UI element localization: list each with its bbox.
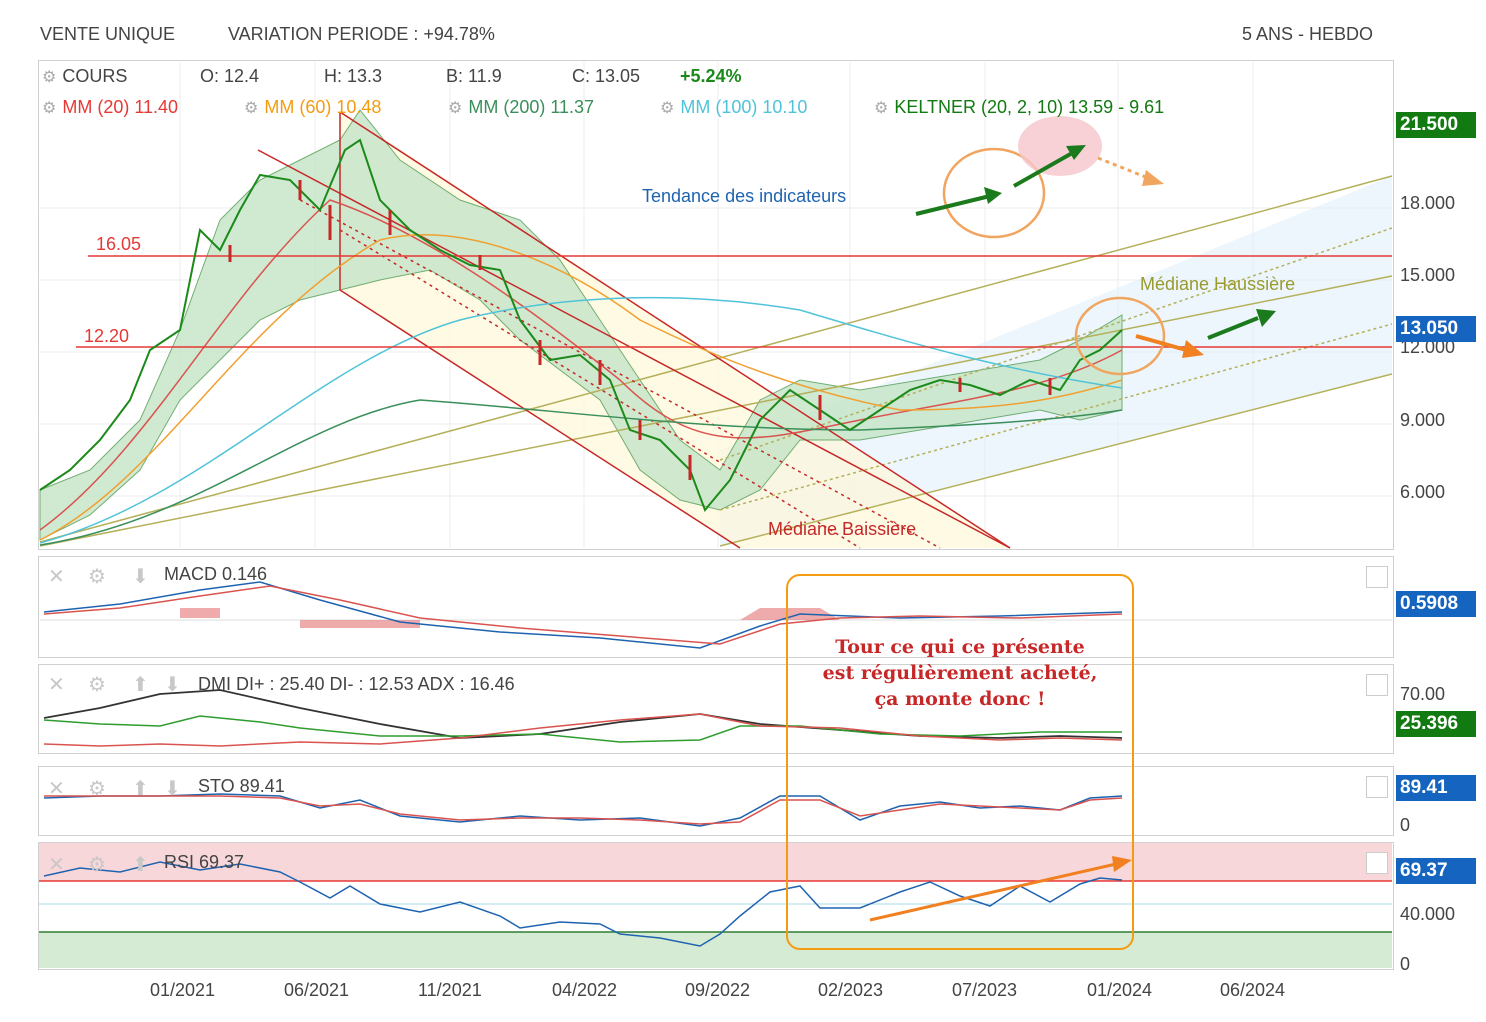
price-tick: 9.000 (1400, 410, 1446, 430)
annotation-mediane-baissiere: Médiane Baissière (768, 519, 916, 539)
x-tick: 01/2021 (150, 980, 216, 1000)
period-variation: VARIATION PERIODE : +94.78% (228, 24, 495, 44)
x-tick: 11/2021 (418, 980, 482, 1000)
sto-label: STO 89.41 (198, 776, 285, 796)
macd-label: MACD 0.146 (164, 564, 268, 584)
period-selector[interactable]: 5 ANS - HEBDO (1242, 24, 1374, 44)
mm60-legend: ⚙ MM (60) 10.48 (244, 97, 387, 118)
price-value-box: 13.050 (1396, 316, 1476, 342)
comment-box (786, 574, 1134, 950)
gear-icon[interactable]: ⚙ (42, 69, 57, 86)
comment-text: Tour ce qui ce présente est régulièremen… (786, 634, 1134, 712)
comment-line: est régulièrement acheté, (822, 662, 1098, 684)
sto-chart (43, 793, 1123, 827)
sto-panel (38, 766, 1394, 836)
macd-checkbox[interactable] (1366, 566, 1388, 588)
ohlc-change: +5.24% (680, 66, 742, 86)
x-tick: 02/2023 (818, 980, 884, 1000)
close-icon[interactable]: ✕ (48, 854, 65, 876)
gear-icon[interactable]: ⚙ (88, 674, 106, 696)
mm60-label: MM (60) 10.48 (264, 97, 382, 117)
close-icon[interactable]: ✕ (48, 566, 65, 588)
top-value-box: 21.500 (1396, 112, 1476, 138)
mm200-legend: ⚙ MM (200) 11.37 (448, 97, 600, 118)
x-tick: 06/2021 (284, 980, 350, 1000)
price-tick: 12.000 (1400, 337, 1456, 357)
sto-checkbox[interactable] (1366, 776, 1388, 798)
dmi-chart (43, 689, 1123, 747)
dmi-checkbox[interactable] (1366, 674, 1388, 696)
rsi-value-box: 69.37 (1396, 858, 1476, 884)
comment-line: Tour ce qui ce présente (835, 636, 1085, 658)
sto-tick: 0 (1400, 815, 1411, 835)
gear-icon[interactable]: ⚙ (244, 100, 259, 117)
gear-icon[interactable]: ⚙ (88, 854, 106, 876)
price-legend-row-1: ⚙ COURS (42, 66, 133, 87)
comment-line: ça monte donc ! (874, 688, 1046, 710)
dmi-panel (38, 664, 1394, 754)
ticker-name: VENTE UNIQUE (40, 24, 176, 44)
close-icon[interactable]: ✕ (48, 778, 65, 800)
rsi-tick: 0 (1400, 954, 1411, 974)
arrow-down-icon[interactable]: ⬇ (164, 778, 181, 800)
x-tick: 06/2024 (1220, 980, 1286, 1000)
macd-chart (40, 581, 1392, 649)
level-label-low: 12.20 (84, 326, 129, 346)
mm100-legend: ⚙ MM (100) 10.10 (660, 97, 813, 118)
ohlc-close: C: 13.05 (572, 66, 641, 86)
gear-icon[interactable]: ⚙ (88, 778, 106, 800)
macd-value-box: 0.5908 (1396, 591, 1476, 617)
price-tick: 15.000 (1400, 265, 1456, 285)
dmi-tick: 70.00 (1400, 684, 1446, 704)
x-tick: 01/2024 (1087, 980, 1153, 1000)
ohlc-open: O: 12.4 (200, 66, 260, 86)
sto-value-box: 89.41 (1396, 775, 1476, 801)
arrow-down-icon[interactable]: ⬇ (132, 566, 149, 588)
price-tick: 6.000 (1400, 482, 1446, 502)
gear-icon[interactable]: ⚙ (660, 100, 675, 117)
arrow-up-icon[interactable]: ⬆ (132, 674, 149, 696)
dmi-value-box: 25.396 (1396, 711, 1476, 737)
close-icon[interactable]: ✕ (48, 674, 65, 696)
mm20-label: MM (20) 11.40 (62, 97, 179, 117)
mm20-legend: ⚙ MM (20) 11.40 (42, 97, 184, 118)
price-tick: 18.000 (1400, 193, 1456, 213)
gear-icon[interactable]: ⚙ (448, 100, 463, 117)
keltner-legend: ⚙ KELTNER (20, 2, 10) 13.59 - 9.61 (874, 97, 1170, 118)
arrow-up-icon[interactable]: ⬆ (132, 778, 149, 800)
rsi-chart (39, 843, 1392, 968)
mm200-label: MM (200) 11.37 (468, 97, 595, 117)
level-label-high: 16.05 (96, 234, 141, 254)
arrow-down-icon[interactable]: ⬇ (164, 674, 181, 696)
annotation-mediane-haussiere: Médiane Haussière (1140, 274, 1295, 294)
gear-icon[interactable]: ⚙ (874, 100, 889, 117)
rsi-checkbox[interactable] (1366, 852, 1388, 874)
dmi-label: DMI DI+ : 25.40 DI- : 12.53 ADX : 16.46 (198, 674, 515, 694)
ohlc-high: H: 13.3 (324, 66, 383, 86)
annotation-tendance: Tendance des indicateurs (642, 186, 846, 206)
keltner-label: KELTNER (20, 2, 10) 13.59 - 9.61 (894, 97, 1165, 117)
macd-panel (38, 556, 1394, 658)
x-tick: 07/2023 (952, 980, 1018, 1000)
arrow-up-icon[interactable]: ⬆ (132, 854, 149, 876)
mm100-label: MM (100) 10.10 (680, 97, 808, 117)
gear-icon[interactable]: ⚙ (42, 100, 57, 117)
x-tick: 09/2022 (685, 980, 751, 1000)
cours-label: COURS (62, 66, 128, 86)
x-tick: 04/2022 (552, 980, 618, 1000)
rsi-tick: 40.000 (1400, 904, 1456, 924)
gear-icon[interactable]: ⚙ (88, 566, 106, 588)
rsi-label: RSI 69.37 (164, 852, 245, 872)
ohlc-low: B: 11.9 (446, 66, 502, 86)
